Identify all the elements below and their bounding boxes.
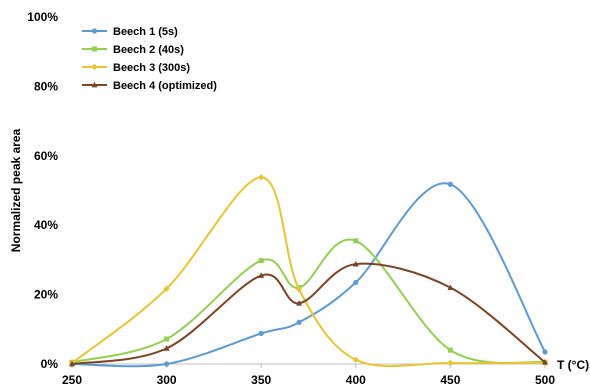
series-1 xyxy=(69,181,548,368)
y-tick-label: 100% xyxy=(27,10,58,24)
legend-marker xyxy=(91,63,98,71)
legend-marker xyxy=(91,28,98,34)
data-point xyxy=(69,360,75,367)
series-line xyxy=(71,182,546,368)
data-point xyxy=(295,286,303,293)
y-tick-label: 80% xyxy=(34,79,58,93)
x-tick-label: 400 xyxy=(346,373,366,387)
data-point xyxy=(353,238,359,244)
x-tick-label: 350 xyxy=(251,373,271,387)
y-axis-title: Normalized peak area xyxy=(9,128,23,252)
x-tick-label: 500 xyxy=(535,373,555,387)
legend: Beech 1 (5s) Beech 2 (40s) Beech 3 (300s) B… xyxy=(82,26,217,92)
data-point xyxy=(353,279,359,286)
y-tick-label: 40% xyxy=(34,218,58,232)
legend-label: Beech 2 (40s) xyxy=(113,44,184,56)
data-point xyxy=(296,319,302,325)
x-tick-label: 250 xyxy=(62,373,82,387)
data-point xyxy=(542,349,548,355)
series-line xyxy=(71,176,546,368)
data-point xyxy=(164,336,170,342)
data-point xyxy=(164,361,170,367)
legend-item: Beech 4 (optimized) xyxy=(82,80,217,92)
legend-item: Beech 2 (40s) xyxy=(82,44,184,56)
data-point xyxy=(163,345,170,351)
x-axis-title: T (°C) xyxy=(557,358,589,372)
series-layer xyxy=(68,174,549,368)
data-point xyxy=(163,285,170,292)
data-point xyxy=(447,359,454,367)
series-3 xyxy=(68,174,549,368)
data-point xyxy=(447,347,453,353)
y-tick-label: 0% xyxy=(41,357,59,371)
data-point xyxy=(542,359,548,365)
data-point xyxy=(296,300,303,306)
series-2 xyxy=(69,238,548,365)
y-axis-ticks: 0% 20% 40% 60% 80% 100% xyxy=(27,10,58,371)
y-tick-label: 60% xyxy=(34,149,58,163)
legend-label: Beech 4 (optimized) xyxy=(113,80,217,92)
data-point xyxy=(352,260,359,267)
series-line xyxy=(71,238,546,365)
data-point xyxy=(258,330,264,337)
legend-marker xyxy=(92,46,97,52)
legend-item: Beech 1 (5s) xyxy=(82,26,178,38)
data-point xyxy=(447,181,453,187)
data-point xyxy=(258,272,265,278)
series-4 xyxy=(69,260,548,367)
x-axis-ticks: 250 300 350 400 450 500 xyxy=(62,364,555,387)
legend-marker xyxy=(91,81,98,88)
legend-label: Beech 1 (5s) xyxy=(113,26,178,38)
legend-label: Beech 3 (300s) xyxy=(113,62,190,74)
y-tick-label: 20% xyxy=(34,288,58,302)
data-point xyxy=(352,356,359,364)
data-point xyxy=(258,258,264,264)
legend-item: Beech 3 (300s) xyxy=(82,62,190,74)
data-point xyxy=(258,174,265,181)
x-tick-label: 300 xyxy=(157,373,177,387)
data-point xyxy=(447,284,454,291)
x-tick-label: 450 xyxy=(440,373,460,387)
